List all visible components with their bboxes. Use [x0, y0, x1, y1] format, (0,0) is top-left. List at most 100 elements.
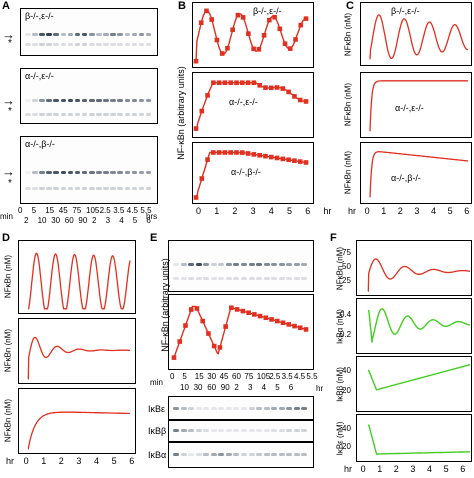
panel-e-hr-label: hr [316, 384, 324, 393]
x-tick-label: 3 [76, 456, 82, 466]
gel-band [53, 171, 60, 174]
panel-b-marker-2 [268, 85, 274, 91]
panel-f-plot-1 [356, 240, 472, 296]
gel-band [96, 43, 102, 46]
panel-e-marker [257, 313, 263, 319]
gel-a3-genotype: α-/-,β-/- [25, 139, 55, 149]
gel-band [248, 429, 255, 432]
gel-band [117, 113, 124, 116]
panel-f-curve-1 [367, 258, 470, 292]
x-tick-label: 5 [443, 464, 449, 474]
x-tick-label: 4 [431, 206, 437, 216]
gel-band [271, 263, 278, 266]
gel-band [110, 33, 116, 36]
panel-e-marker [280, 320, 286, 326]
panel-c-plot-3-genotype: α-/-,β-/- [391, 173, 421, 183]
panel-b-marker-2 [297, 97, 303, 103]
gel-band [25, 33, 31, 36]
panel-e-min-label: min [150, 378, 163, 387]
gel-band [53, 99, 60, 102]
gel-band [96, 113, 102, 116]
gel-band [39, 33, 45, 36]
gel-band [138, 43, 145, 46]
gel-band [124, 171, 131, 174]
gel-a2: α-/-,ε-/- [20, 68, 158, 124]
panel-b-marker-2 [286, 89, 291, 95]
panel-b-marker-1 [267, 17, 272, 23]
gel-a3: α-/-,β-/- [20, 136, 158, 204]
gel-band [195, 407, 202, 410]
gel-band [131, 33, 138, 36]
gel-band [241, 263, 248, 266]
panel-letter-f: F [330, 232, 337, 244]
gel-band [256, 429, 263, 432]
gel-band [145, 99, 152, 102]
panel-b-marker-2 [274, 85, 280, 90]
gel-band [25, 113, 31, 116]
gel-band [96, 171, 102, 174]
time-tick-label: 3.5 [281, 372, 293, 381]
gel-band [271, 277, 278, 280]
gel-band [173, 453, 180, 456]
gel-band [233, 277, 240, 280]
time-tick-label: 3 [248, 383, 253, 392]
panel-b-marker-2 [257, 83, 262, 88]
gel-band [96, 33, 102, 36]
gel-band [210, 429, 217, 432]
gel-band [25, 99, 31, 102]
panel-e-curve [173, 305, 307, 358]
panel-e-marker [252, 312, 257, 317]
panel-b-marker-2 [292, 94, 297, 99]
panel-f-ytick-3b: 20 [342, 386, 351, 395]
panel-c-curve-2 [369, 80, 468, 132]
gel-band [124, 99, 131, 102]
panel-b-marker-3 [257, 152, 262, 158]
gel-band [225, 407, 232, 410]
panel-b-marker-2 [193, 126, 199, 131]
panel-b-plot-2-genotype: α-/-,ε-/- [229, 97, 258, 107]
gel-band [248, 277, 255, 280]
gel-a2-genotype: α-/-,ε-/- [25, 71, 54, 81]
gel-band [81, 171, 88, 174]
panel-b-marker-1 [287, 46, 293, 51]
gel-band [233, 407, 240, 410]
panel-b-marker-3 [211, 150, 216, 155]
gel-band [271, 453, 278, 456]
gel-band [233, 429, 240, 432]
panel-e-marker [275, 318, 280, 324]
time-tick-label: 45 [219, 372, 229, 381]
gel-band [278, 453, 285, 456]
gel-band [180, 429, 187, 432]
gel-band [60, 33, 67, 36]
gel-band [180, 263, 187, 266]
gel-band [248, 453, 255, 456]
gel-band [138, 113, 145, 116]
panel-letter-a: A [2, 0, 10, 12]
gel-band [46, 43, 52, 46]
gel-band [39, 113, 45, 116]
panel-b-marker-1 [225, 45, 230, 51]
gel-band [89, 33, 95, 36]
gel-band [195, 263, 202, 266]
gel-band [301, 407, 308, 410]
panel-b-marker-1 [277, 26, 283, 32]
panel-b-marker-3 [268, 154, 274, 160]
panel-e-marker [200, 318, 205, 324]
x-tick-label: 4 [94, 456, 100, 466]
gel-band [96, 99, 102, 102]
time-tick-label: 15 [45, 206, 55, 215]
x-tick-label: 5 [447, 206, 453, 216]
gel-band [89, 43, 95, 46]
gel-band [278, 277, 285, 280]
time-tick-label: 0 [170, 372, 175, 381]
time-tick-label: 3.5 [113, 206, 125, 215]
time-tick-label: 30 [207, 372, 217, 381]
panel-e-blot-3 [168, 442, 314, 468]
gel-band [53, 113, 60, 116]
gel-band [233, 263, 240, 266]
time-tick-label: 5 [132, 216, 138, 225]
gel-band [225, 429, 232, 432]
gel-band [89, 171, 95, 174]
gel-band [74, 171, 81, 174]
gel-band [286, 407, 293, 410]
